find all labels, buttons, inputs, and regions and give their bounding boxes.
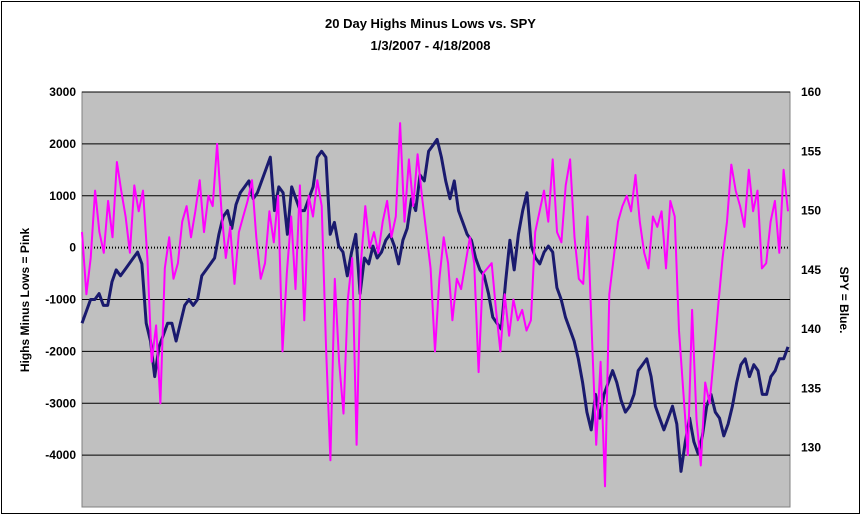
left-axis-ticks: 3000 2000 1000 0 -1000 -2000 -3000 -4000 (45, 85, 76, 462)
left-tick-label: -1000 (45, 293, 76, 307)
left-tick-label: -3000 (45, 396, 76, 410)
series-layer (80, 122, 790, 488)
left-tick-label: 3000 (49, 85, 76, 99)
y-axis-title: Highs Minus Lows = Pink (18, 228, 32, 373)
chart-subtitle: 1/3/2007 - 4/18/2008 (370, 38, 491, 53)
right-tick-label: 140 (801, 322, 821, 336)
chart-title: 20 Day Highs Minus Lows vs. SPY (325, 16, 536, 31)
right-tick-label: 145 (801, 263, 821, 277)
right-tick-label: 160 (801, 85, 821, 99)
right-tick-label: 130 (801, 441, 821, 455)
right-tick-label: 150 (801, 204, 821, 218)
left-tick-label: 0 (69, 241, 76, 255)
left-tick-label: -2000 (45, 344, 76, 358)
left-tick-label: 1000 (49, 189, 76, 203)
right-tick-label: 135 (801, 381, 821, 395)
y2-axis-title: SPY = Blue. (837, 267, 851, 334)
right-tick-label: 155 (801, 144, 821, 158)
highs-minus-lows-series-line (81, 122, 789, 488)
left-tick-label: 2000 (49, 137, 76, 151)
spy-series-line (80, 137, 790, 473)
left-tick-label: -4000 (45, 448, 76, 462)
right-axis-ticks: 160 155 150 145 140 135 130 (801, 85, 821, 455)
